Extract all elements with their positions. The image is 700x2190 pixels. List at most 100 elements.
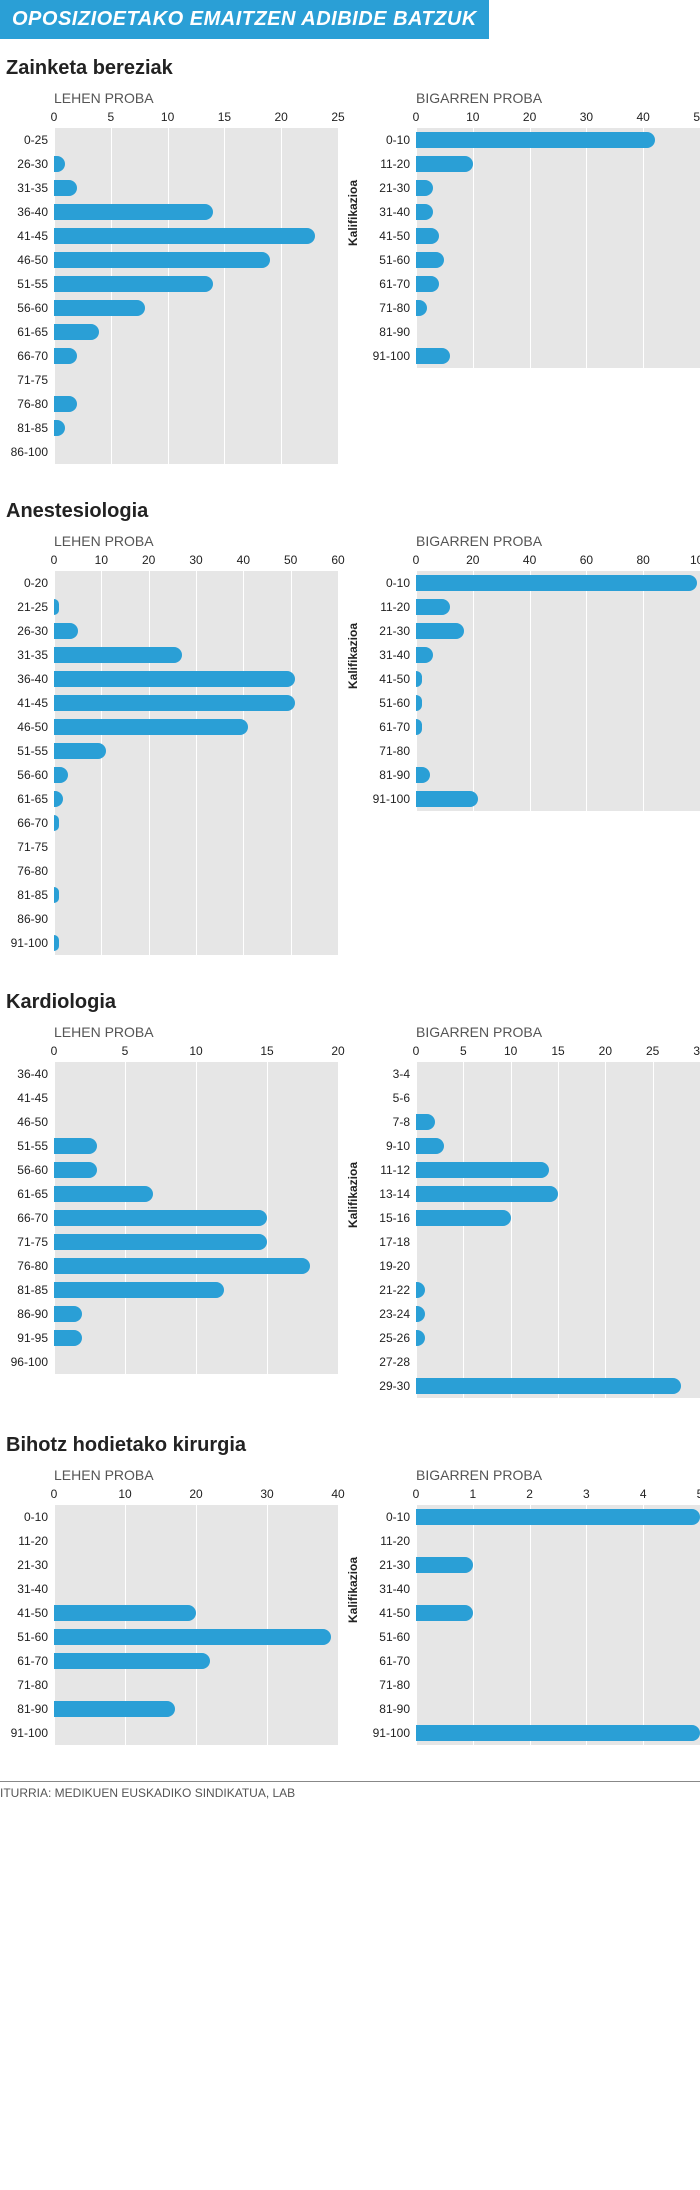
y-tick-label: 66-70	[17, 349, 54, 363]
bar-row: 71-80	[416, 1673, 700, 1697]
y-tick-label: 81-85	[17, 421, 54, 435]
bar-row: 66-70	[54, 1206, 338, 1230]
chart-zainketa-right: BIGARREN PROBAKalifikazioa010203040500-1…	[362, 90, 700, 368]
y-tick-label: 0-10	[24, 1510, 54, 1524]
x-tick-label: 2	[526, 1487, 533, 1501]
x-ticks: 0510152025	[54, 110, 338, 126]
y-tick-label: 51-55	[17, 1139, 54, 1153]
page-title: OPOSIZIOETAKO EMAITZEN ADIBIDE BATZUK	[0, 0, 489, 39]
chart-subtitle: BIGARREN PROBA	[362, 1024, 700, 1040]
x-tick-label: 5	[122, 1044, 129, 1058]
x-tick-label: 40	[637, 110, 650, 124]
bar-row: 91-100	[54, 931, 338, 955]
chart-anestesiologia-right: BIGARREN PROBAKalifikazioa0204060801000-…	[362, 533, 700, 811]
y-tick-label: 41-50	[379, 1606, 416, 1620]
y-tick-label: 51-60	[379, 1630, 416, 1644]
section-kardiologia: KardiologiaLEHEN PROBAKalifikazioa051015…	[0, 991, 700, 1398]
bar	[54, 1186, 153, 1202]
y-tick-label: 0-20	[24, 576, 54, 590]
y-tick-label: 46-50	[17, 253, 54, 267]
bar	[54, 1629, 331, 1645]
bar	[54, 671, 295, 687]
bar-row: 51-60	[416, 691, 700, 715]
chart-bihotz-left: LEHEN PROBAKalifikazioa0102030400-1011-2…	[0, 1467, 338, 1745]
y-tick-label: 76-80	[17, 397, 54, 411]
y-tick-label: 86-90	[17, 912, 54, 926]
bar	[416, 719, 422, 735]
x-tick-label: 20	[523, 110, 536, 124]
bar-row: 66-70	[54, 811, 338, 835]
y-tick-label: 21-30	[379, 624, 416, 638]
plot-area: 0-2021-2526-3031-3536-4041-4546-5051-555…	[54, 571, 338, 955]
bar	[54, 228, 315, 244]
chart-row: LEHEN PROBAKalifikazioa0510152036-4041-4…	[0, 1024, 700, 1398]
bar-row: 71-75	[54, 368, 338, 392]
y-tick-label: 61-70	[379, 277, 416, 291]
bar-row: 86-90	[54, 1302, 338, 1326]
bar-row: 31-35	[54, 643, 338, 667]
gridline	[338, 128, 339, 464]
y-tick-label: 29-30	[379, 1379, 416, 1393]
plot-wrap: 01020304050600-2021-2526-3031-3536-4041-…	[54, 553, 338, 955]
bar	[54, 815, 59, 831]
bar-row: 91-100	[416, 344, 700, 368]
y-tick-label: 51-60	[17, 1630, 54, 1644]
bar	[416, 1509, 700, 1525]
bar	[416, 671, 422, 687]
y-tick-label: 11-12	[380, 1163, 416, 1177]
chart-anestesiologia-left: LEHEN PROBAKalifikazioa01020304050600-20…	[0, 533, 338, 955]
y-tick-label: 46-50	[17, 720, 54, 734]
bar-row: 61-70	[416, 715, 700, 739]
bar-row: 26-30	[54, 619, 338, 643]
x-tick-label: 0	[51, 1044, 58, 1058]
bar	[54, 695, 295, 711]
y-tick-label: 36-40	[17, 205, 54, 219]
y-tick-label: 76-80	[17, 1259, 54, 1273]
bar-row: 21-30	[416, 619, 700, 643]
y-tick-label: 51-55	[17, 277, 54, 291]
bar-row: 61-65	[54, 787, 338, 811]
bar	[54, 623, 78, 639]
bar-row: 26-30	[54, 152, 338, 176]
y-tick-label: 51-55	[17, 744, 54, 758]
y-tick-label: 21-22	[379, 1283, 416, 1297]
y-tick-label: 91-100	[11, 936, 54, 950]
bar-row: 46-50	[54, 715, 338, 739]
bar-row: 31-40	[416, 643, 700, 667]
x-tick-label: 10	[161, 110, 174, 124]
x-tick-label: 60	[331, 553, 344, 567]
bar-row: 15-16	[416, 1206, 700, 1230]
bar-row: 0-10	[416, 571, 700, 595]
bar	[416, 623, 464, 639]
gridline	[338, 1062, 339, 1374]
x-tick-label: 0	[51, 110, 58, 124]
bar-row: 0-10	[54, 1505, 338, 1529]
x-tick-label: 10	[189, 1044, 202, 1058]
x-tick-label: 20	[275, 110, 288, 124]
x-ticks: 020406080100	[416, 553, 700, 569]
bar	[54, 1653, 210, 1669]
y-tick-label: 91-100	[11, 1726, 54, 1740]
y-tick-label: 71-80	[379, 301, 416, 315]
plot-wrap: 0510152036-4041-4546-5051-5556-6061-6566…	[54, 1044, 338, 1374]
x-tick-label: 15	[260, 1044, 273, 1058]
bar	[416, 300, 427, 316]
x-tick-label: 10	[466, 110, 479, 124]
x-tick-label: 20	[466, 553, 479, 567]
gridline	[338, 1505, 339, 1745]
section-zainketa: Zainketa bereziakLEHEN PROBAKalifikazioa…	[0, 57, 700, 464]
y-tick-label: 0-10	[386, 576, 416, 590]
x-tick-label: 20	[599, 1044, 612, 1058]
chart-body: Kalifikazioa0510152025303-45-67-89-1011-…	[362, 1044, 700, 1398]
x-tick-label: 25	[646, 1044, 659, 1058]
bar-row: 61-70	[416, 1649, 700, 1673]
bar-row: 76-80	[54, 859, 338, 883]
bar-row: 36-40	[54, 200, 338, 224]
bar-row: 91-100	[416, 787, 700, 811]
x-ticks: 051015202530	[416, 1044, 700, 1060]
y-tick-label: 5-6	[393, 1091, 416, 1105]
bar	[54, 1306, 82, 1322]
bar	[54, 767, 68, 783]
bar	[416, 575, 697, 591]
bar-row: 56-60	[54, 763, 338, 787]
